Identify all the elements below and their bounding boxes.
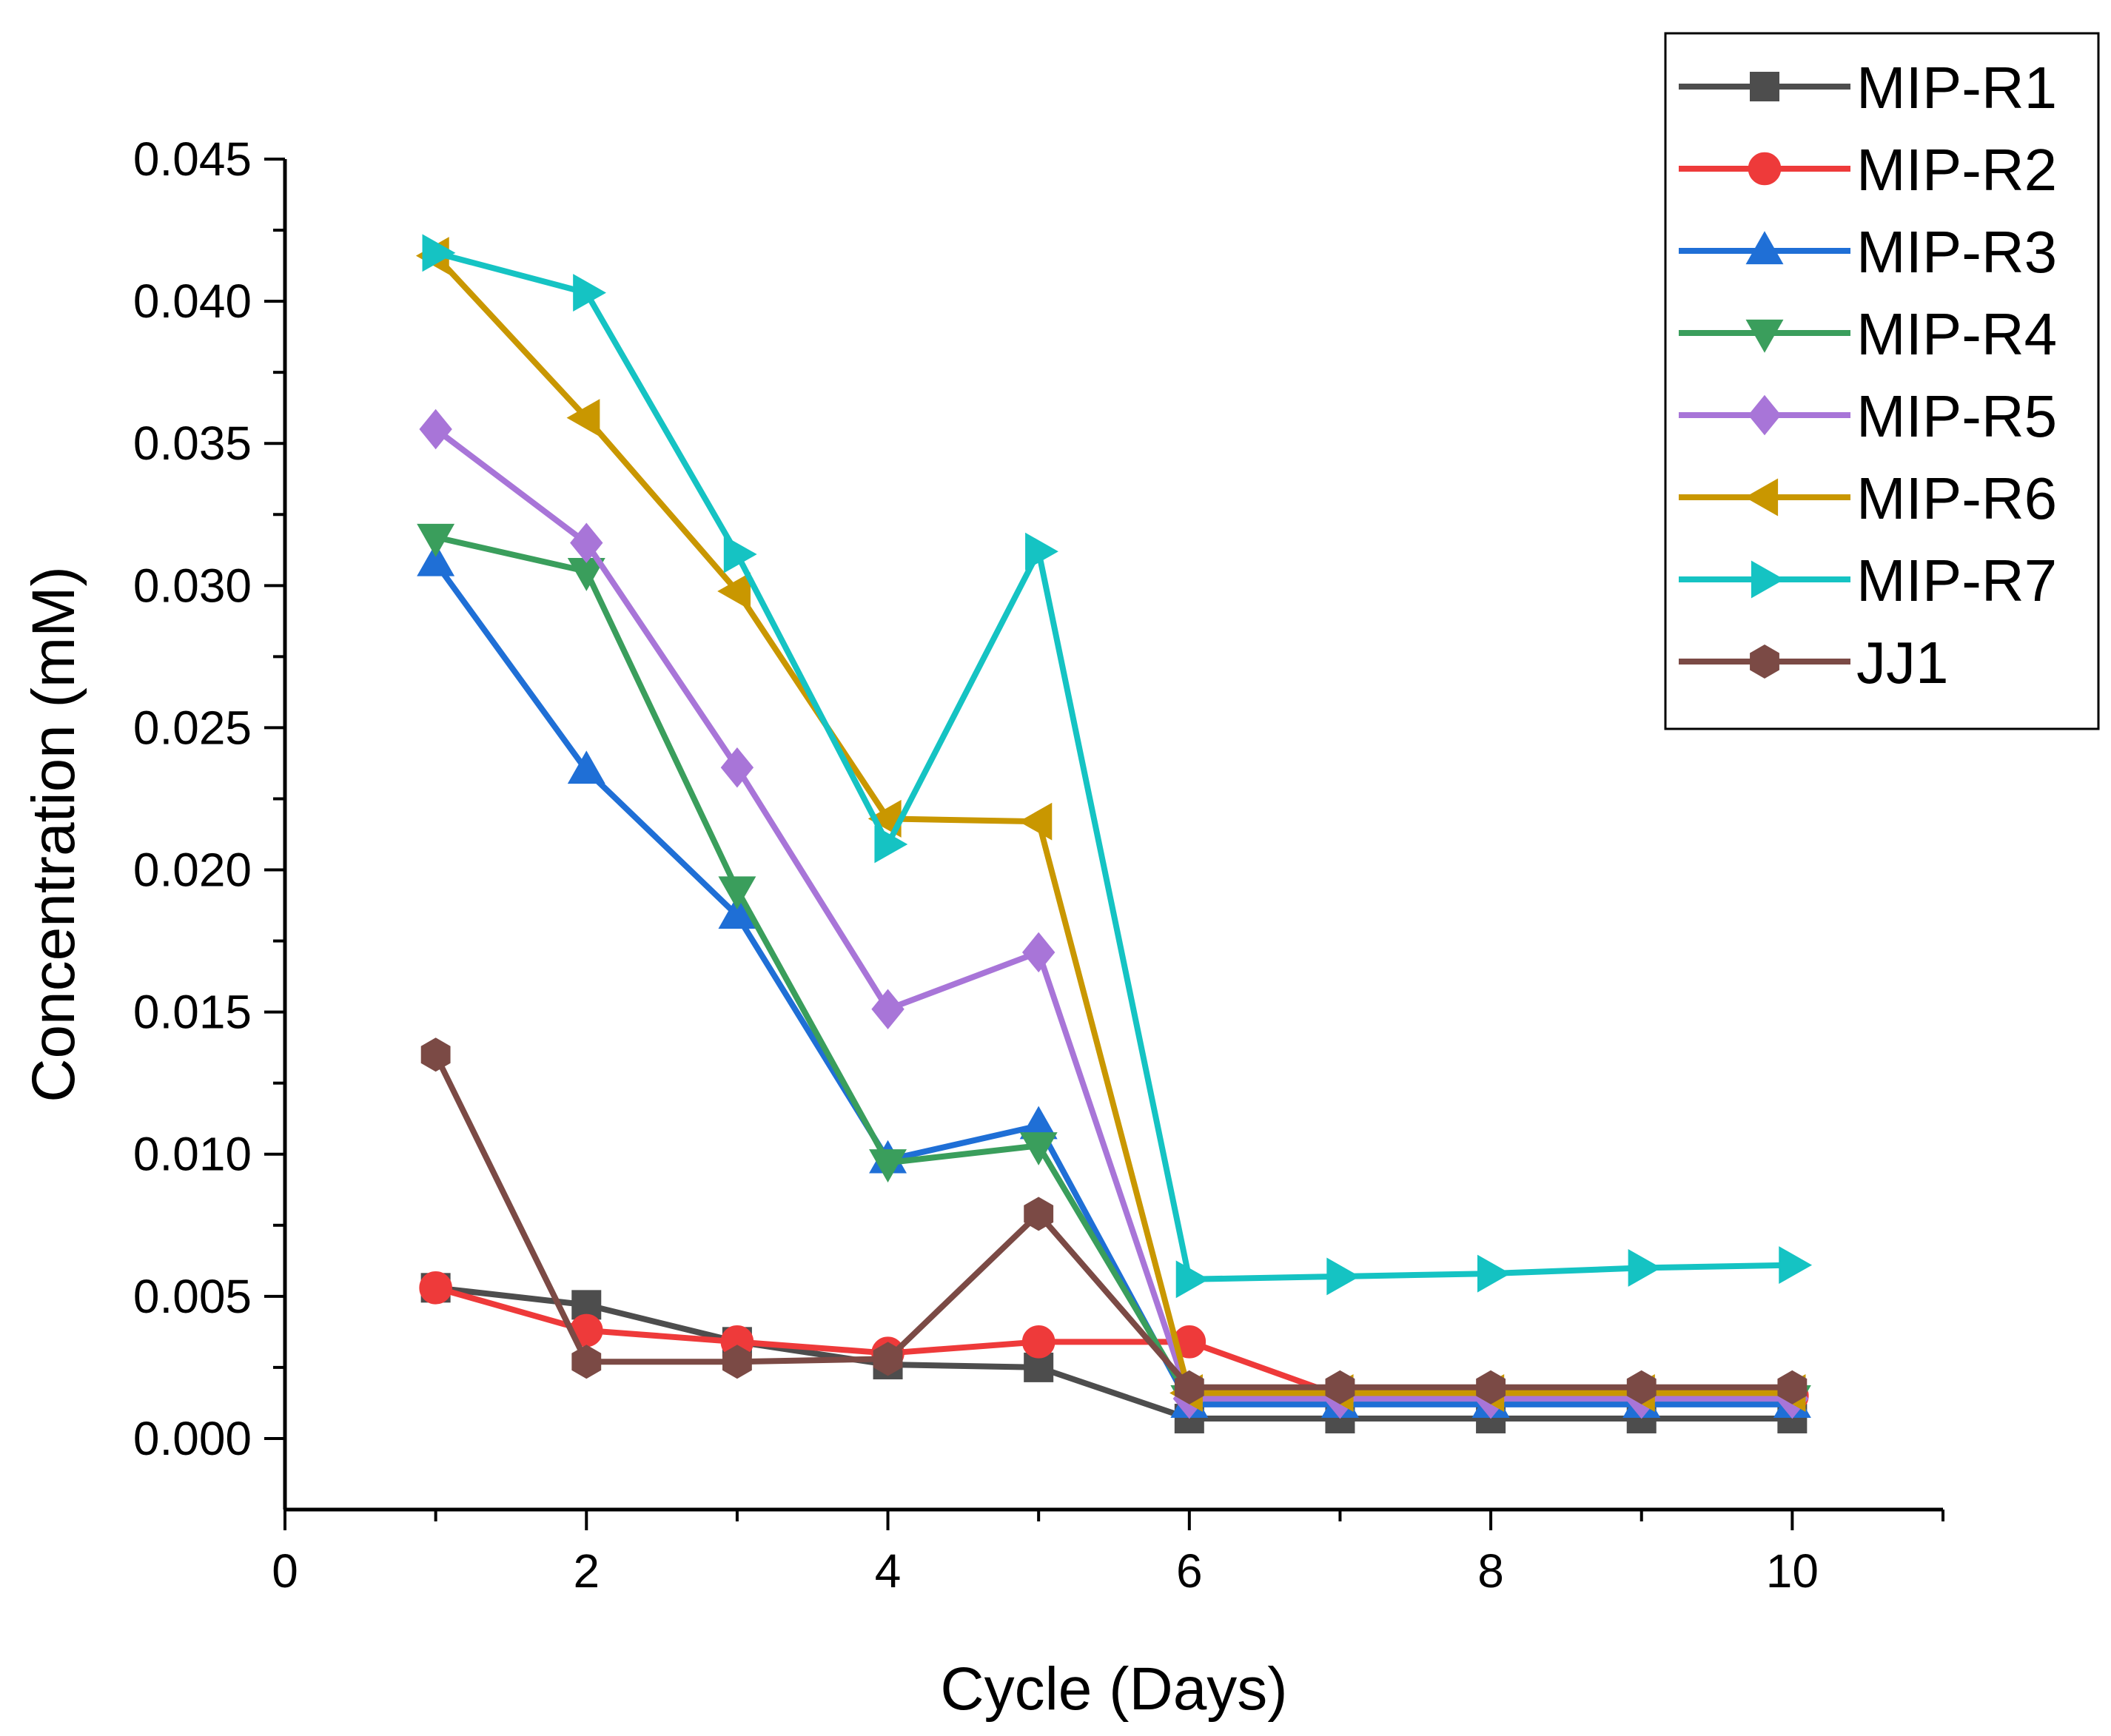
y-tick-label: 0.005 [133,1270,252,1323]
data-point [419,1271,452,1305]
y-tick-label: 0.045 [133,132,252,186]
legend-label: MIP-R2 [1856,137,2057,203]
y-tick-label: 0.025 [133,701,252,754]
x-tick-label: 2 [573,1544,600,1598]
data-point [720,747,754,788]
legend-marker [1748,394,1782,436]
legend-label: MIP-R5 [1856,383,2057,449]
data-point [570,522,603,563]
x-axis-title: Cycle (Days) [940,1655,1287,1723]
legend-marker [1750,72,1779,101]
legend-marker [1745,231,1784,265]
data-point [566,399,600,437]
y-tick-label: 0.020 [133,844,252,897]
data-point [1477,1254,1511,1293]
y-tick-label: 0.030 [133,559,252,612]
legend-item-mip-r3: MIP-R3 [1679,219,2057,285]
data-point [417,542,455,576]
data-point [422,234,456,272]
series-line [434,426,1793,1402]
legend-item-mip-r7: MIP-R7 [1679,548,2057,613]
data-point [417,523,455,557]
series-jj1 [420,1037,1808,1404]
data-point [1021,932,1056,973]
data-point [1025,532,1058,571]
data-point [1779,1246,1813,1285]
series-line [433,561,1793,1407]
data-point [1626,1370,1657,1404]
y-axis-title: Concentration (mM) [20,566,87,1103]
legend-item-mip-r5: MIP-R5 [1679,383,2057,449]
x-tick-label: 6 [1176,1544,1203,1598]
data-point [567,750,605,784]
x-ticks: 0 2 4 6 8 10 [272,1510,1944,1598]
series-line [435,1285,1793,1422]
legend-items: MIP-R1 MIP-R2 MIP-R3 MIP-R4 MIP-R5 MIP-R6 MIP-… [1679,55,2057,696]
x-tick-label: 8 [1477,1544,1504,1598]
data-point [1325,1370,1355,1404]
data-point [722,1345,752,1379]
series-mip-r4 [417,523,1811,1419]
legend-label: JJ1 [1856,630,1949,696]
y-tick-label: 0.000 [133,1412,252,1465]
data-point [420,1037,451,1072]
data-point [571,1345,602,1379]
plot-series [415,234,1813,1434]
data-point [869,1149,907,1182]
axes: 0 2 4 6 8 10 0.0000.0050.0100.0150.0200.0250.… [133,132,1944,1598]
data-point [1024,1197,1054,1231]
legend-label: MIP-R3 [1856,219,2057,285]
legend: MIP-R1 MIP-R2 MIP-R3 MIP-R4 MIP-R5 MIP-R6 MIP-… [1664,32,2100,730]
data-point [723,535,757,573]
data-point [873,1342,903,1376]
legend-label: MIP-R6 [1856,465,2057,531]
data-point [1174,1370,1204,1404]
legend-marker [1751,560,1785,599]
legend-marker [1748,152,1782,186]
legend-item-mip-r4: MIP-R4 [1679,301,2057,367]
series-line [434,249,1793,1282]
legend-marker [1745,478,1779,517]
data-point [1018,802,1053,841]
x-tick-label: 4 [875,1544,902,1598]
x-tick-label: 10 [1766,1544,1819,1598]
data-point [419,408,452,450]
legend-label: MIP-R4 [1856,301,2057,367]
series-mip-r6 [415,237,1806,1412]
data-point [1175,1260,1209,1299]
y-ticks: 0.000 0.005 0.010 0.015 0.020 0.025 0.030 0.035… [133,132,285,1465]
data-point [874,825,908,864]
legend-label: MIP-R1 [1856,55,2057,121]
legend-item-jj1: JJ1 [1679,630,1949,696]
legend-marker [1745,319,1784,353]
legend-label: MIP-R7 [1856,548,2057,613]
data-point [718,876,756,910]
series-line [433,1053,1793,1390]
data-point [573,274,606,312]
data-point [1326,1257,1360,1296]
data-point [1476,1370,1506,1404]
legend-box [1664,32,2100,730]
x-tick-label: 0 [272,1544,298,1598]
y-tick-label: 0.040 [133,275,252,328]
data-point [1021,1325,1056,1359]
data-point [1628,1248,1662,1287]
data-point [1777,1370,1808,1404]
data-point [871,989,905,1030]
y-tick-label: 0.010 [133,1128,252,1181]
data-point [717,572,751,610]
series-mip-r7 [422,234,1813,1299]
legend-item-mip-r2: MIP-R2 [1679,137,2057,203]
y-tick-label: 0.035 [133,417,252,470]
legend-marker [1750,644,1779,679]
series-mip-r3 [417,542,1811,1418]
series-line [433,253,1793,1396]
data-point [1019,1132,1058,1165]
y-tick-label: 0.015 [133,986,252,1039]
legend-item-mip-r1: MIP-R1 [1679,55,2057,121]
legend-item-mip-r6: MIP-R6 [1679,465,2057,531]
data-point [718,895,756,929]
